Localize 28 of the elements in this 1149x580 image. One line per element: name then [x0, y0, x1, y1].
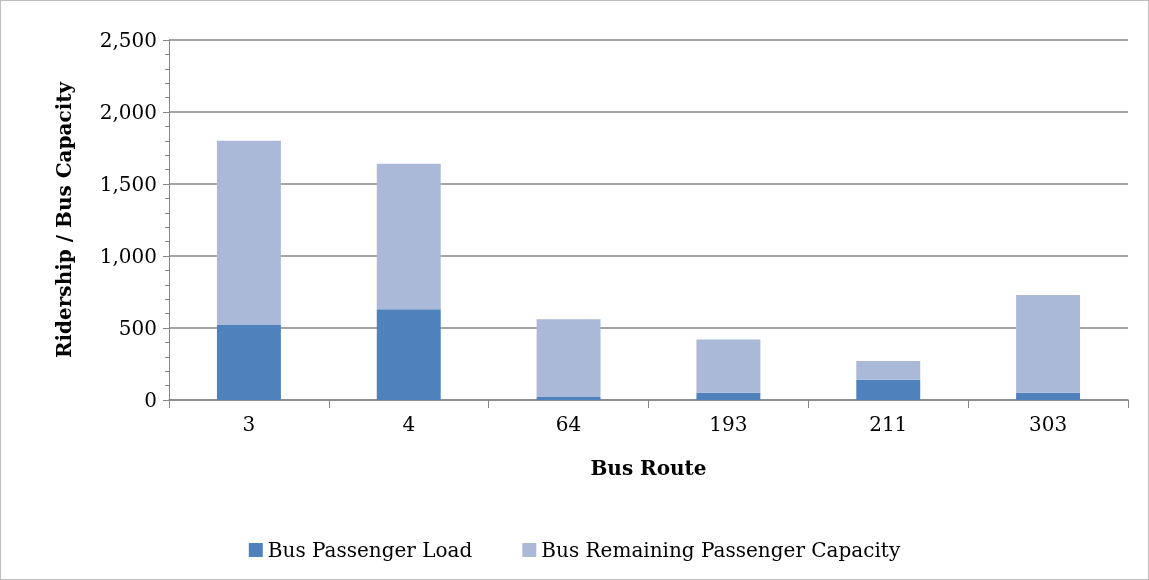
x-tick-label: 193	[709, 412, 748, 436]
y-tick-label: 2,000	[99, 100, 157, 124]
x-tick-label: 4	[402, 412, 416, 436]
bar	[1016, 392, 1081, 400]
legend-label: Bus Remaining Passenger Capacity	[541, 538, 901, 562]
legend-label: Bus Passenger Load	[267, 538, 473, 562]
y-tick-label: 2,500	[99, 28, 157, 52]
x-tick-label: 211	[869, 412, 908, 436]
y-axis-title: Ridership / Bus Capacity	[52, 80, 76, 359]
x-tick-label: 303	[1028, 412, 1068, 436]
bar	[856, 379, 921, 400]
bar	[696, 392, 761, 400]
bar	[536, 397, 601, 400]
x-tick-label: 3	[242, 412, 256, 436]
bar	[1016, 294, 1081, 393]
bar	[536, 319, 601, 398]
bar	[376, 309, 441, 400]
y-tick-label: 0	[144, 388, 157, 412]
y-tick-label: 500	[118, 316, 157, 340]
x-axis-title: Bus Route	[590, 456, 707, 480]
x-tick-label: 64	[555, 412, 582, 436]
y-tick-label: 1,000	[99, 244, 157, 268]
bar	[376, 163, 441, 310]
bar	[856, 361, 921, 380]
bar	[216, 140, 281, 326]
bar	[696, 339, 761, 393]
bar	[216, 325, 281, 400]
y-tick-label: 1,500	[99, 172, 157, 196]
